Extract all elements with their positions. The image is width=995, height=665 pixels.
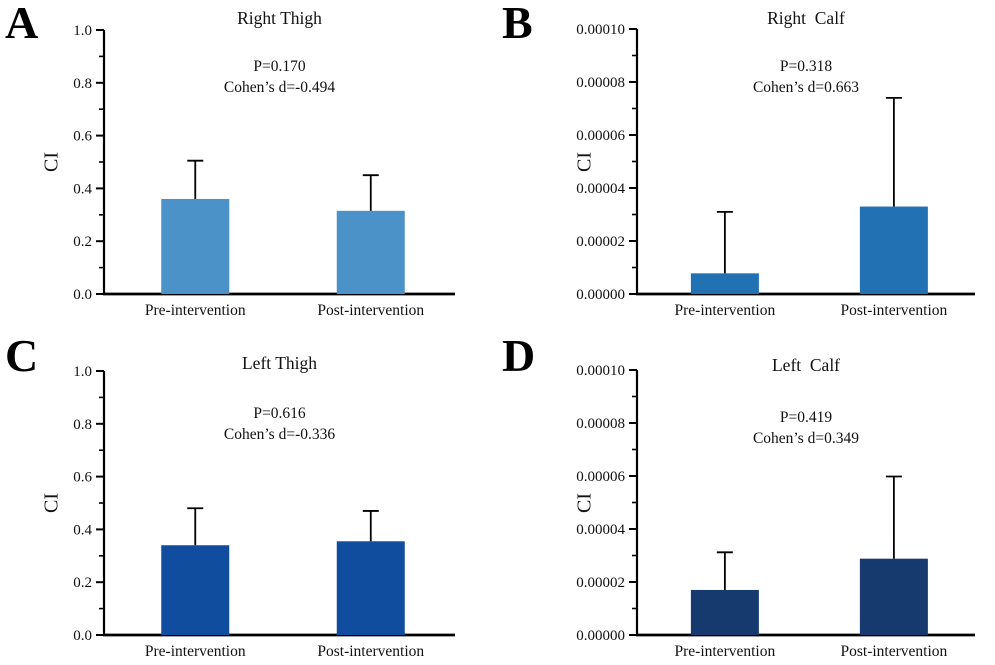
y-tick-label: 0.8 <box>73 417 92 433</box>
y-tick-label: 0.00004 <box>576 522 625 538</box>
chart-title: Left Thigh <box>241 353 317 373</box>
x-category-label: Pre-intervention <box>145 643 246 660</box>
x-category-label: Post-intervention <box>840 302 947 319</box>
stats-annotation: P=0.318 Cohen’s d=0.663 <box>637 56 975 98</box>
chart-title: Right Calf <box>767 8 845 28</box>
y-tick-label: 0.6 <box>73 129 92 145</box>
bar-post <box>336 210 405 294</box>
x-category-label: Post-intervention <box>317 643 424 660</box>
cohens-d-label: Cohen’s d=0.663 <box>752 79 860 96</box>
y-tick-label: 0.00008 <box>576 416 625 432</box>
y-tick-label: 0.00006 <box>576 469 625 485</box>
x-category-label: Post-intervention <box>840 643 947 660</box>
bar-pre <box>690 589 759 635</box>
y-tick-label: 0.0 <box>73 628 92 644</box>
p-value-label: P=0.616 <box>253 405 306 422</box>
stats-annotation: P=0.616 Cohen’s d=-0.336 <box>104 403 455 445</box>
y-tick-label: 0.00002 <box>576 575 625 591</box>
panel-letter-a: A <box>5 0 39 48</box>
p-value-label: P=0.170 <box>253 58 306 75</box>
p-value-label: P=0.419 <box>779 409 833 426</box>
panel-left-calf: D Left Calf P=0.419 Cohen’s d=0.349 CI 0… <box>497 333 995 665</box>
y-tick-label: 1.0 <box>73 23 92 39</box>
bar-post <box>859 558 928 635</box>
stats-annotation: P=0.170 Cohen’s d=-0.494 <box>104 56 455 98</box>
y-tick-label: 0.2 <box>73 234 92 250</box>
y-tick-label: 0.00006 <box>576 128 625 144</box>
y-tick-label: 1.0 <box>73 364 92 380</box>
cohens-d-label: Cohen’s d=-0.336 <box>223 426 336 443</box>
y-tick-label: 0.00010 <box>576 363 625 379</box>
bar-plot: 0.0 0.2 0.4 0.6 0.8 1.0 Pre-intervention Post-i… <box>73 364 455 660</box>
y-tick-label: 0.2 <box>73 575 92 591</box>
bar-pre <box>690 273 759 294</box>
panel-right-thigh: A Right Thigh P=0.170 Cohen’s d=-0.494 C… <box>0 0 497 333</box>
y-tick-label: 0.00000 <box>576 287 625 303</box>
stats-annotation: P=0.419 Cohen’s d=0.349 <box>637 407 975 449</box>
chart-title: Right Thigh <box>237 8 322 28</box>
bar-plot: 0.00000 0.00002 0.00004 0.00006 0.00008 0.000… <box>576 363 975 660</box>
cohens-d-label: Cohen’s d=-0.494 <box>223 79 336 96</box>
bar-plot: 0.0 0.2 0.4 0.6 0.8 1.0 Pre-intervention Post-i… <box>73 23 455 319</box>
y-tick-label: 0.00010 <box>576 22 625 38</box>
bar-post <box>336 541 405 635</box>
y-tick-label: 0.00000 <box>576 628 625 644</box>
y-tick-label: 0.6 <box>73 470 92 486</box>
y-tick-label: 0.00008 <box>576 75 625 91</box>
x-category-label: Pre-intervention <box>675 643 776 660</box>
p-value-label: P=0.318 <box>779 58 833 75</box>
panel-letter-b: B <box>502 0 533 48</box>
y-tick-label: 0.4 <box>73 181 92 197</box>
x-category-label: Post-intervention <box>317 302 424 319</box>
bar-plot: 0.00000 0.00002 0.00004 0.00006 0.00008 0.000… <box>576 22 975 319</box>
y-tick-label: 0.8 <box>73 76 92 92</box>
bar-post <box>859 206 928 294</box>
panel-right-calf: B Right Calf P=0.318 Cohen’s d=0.663 CI … <box>497 0 995 333</box>
y-tick-label: 0.4 <box>73 522 92 538</box>
bar-pre <box>161 545 230 635</box>
panel-letter-d: D <box>502 330 536 381</box>
y-tick-label: 0.00002 <box>576 234 625 250</box>
x-category-label: Pre-intervention <box>675 302 776 319</box>
y-tick-label: 0.0 <box>73 287 92 303</box>
panel-letter-c: C <box>5 330 39 381</box>
bar-pre <box>161 198 230 294</box>
x-category-label: Pre-intervention <box>145 302 246 319</box>
cohens-d-label: Cohen’s d=0.349 <box>752 430 860 447</box>
y-tick-label: 0.00004 <box>576 181 625 197</box>
chart-title: Left Calf <box>771 355 841 375</box>
panel-left-thigh: C Left Thigh P=0.616 Cohen’s d=-0.336 CI… <box>0 333 497 665</box>
